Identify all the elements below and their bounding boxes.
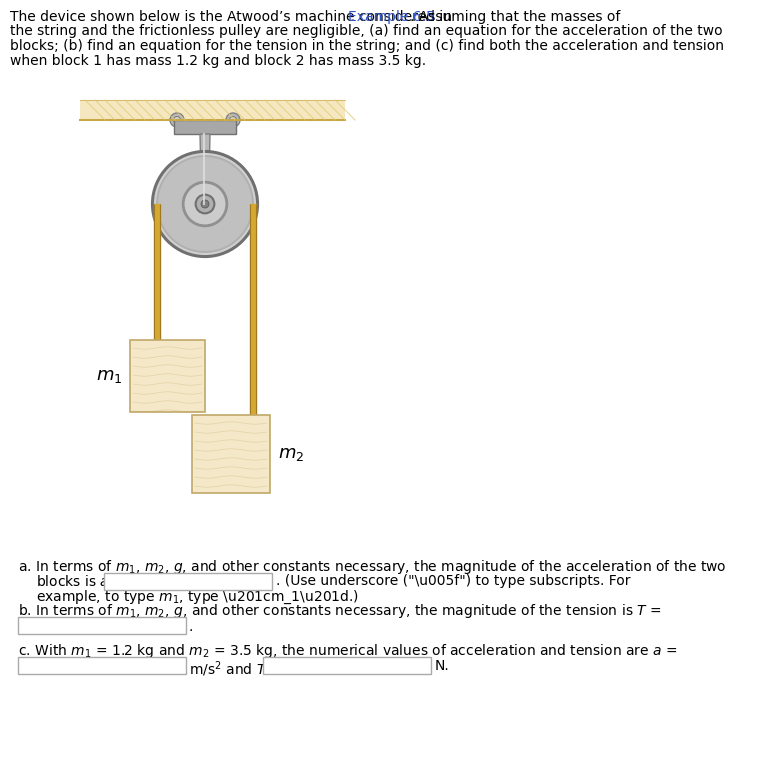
Text: example, to type $m_1$, type \u201cm_1\u201d.): example, to type $m_1$, type \u201cm_1\u… [36, 589, 359, 606]
Circle shape [196, 195, 215, 213]
Text: N.: N. [435, 659, 449, 674]
Text: $m_1$: $m_1$ [96, 367, 122, 385]
Text: blocks; (b) find an equation for the tension in the string; and (c) find both th: blocks; (b) find an equation for the ten… [10, 39, 724, 53]
Bar [263, 656, 431, 674]
Text: .: . [189, 620, 193, 634]
Polygon shape [200, 134, 210, 204]
Text: blocks is $a$ =: blocks is $a$ = [36, 574, 127, 588]
Bar [18, 656, 186, 674]
Text: . Assuming that the masses of: . Assuming that the masses of [410, 10, 620, 24]
Text: m/s$^2$ and $T$ =: m/s$^2$ and $T$ = [189, 659, 281, 679]
Bar [18, 617, 186, 634]
Circle shape [230, 117, 236, 124]
Text: Example 6.5: Example 6.5 [348, 10, 435, 24]
Circle shape [158, 157, 252, 251]
Bar [80, 100, 345, 120]
Bar [174, 120, 236, 134]
Circle shape [153, 152, 257, 256]
Text: c. With $m_1$ = 1.2 kg and $m_2$ = 3.5 kg, the numerical values of acceleration : c. With $m_1$ = 1.2 kg and $m_2$ = 3.5 k… [18, 642, 678, 660]
Circle shape [183, 182, 227, 226]
Text: b. In terms of $m_1$, $m_2$, $g$, and other constants necessary, the magnitude o: b. In terms of $m_1$, $m_2$, $g$, and ot… [18, 603, 662, 621]
Bar [192, 415, 270, 493]
Circle shape [226, 113, 240, 127]
Circle shape [174, 117, 180, 124]
Text: The device shown below is the Atwood’s machine considered in: The device shown below is the Atwood’s m… [10, 10, 456, 24]
Text: when block 1 has mass 1.2 kg and block 2 has mass 3.5 kg.: when block 1 has mass 1.2 kg and block 2… [10, 54, 426, 67]
Bar [130, 340, 205, 412]
Text: . (Use underscore ("\u005f") to type subscripts. For: . (Use underscore ("\u005f") to type sub… [276, 574, 631, 587]
Text: a. In terms of $m_1$, $m_2$, $g$, and other constants necessary, the magnitude o: a. In terms of $m_1$, $m_2$, $g$, and ot… [18, 558, 727, 576]
Circle shape [170, 113, 184, 127]
Bar [104, 572, 272, 590]
Circle shape [201, 200, 209, 208]
Text: the string and the frictionless pulley are negligible, (a) find an equation for : the string and the frictionless pulley a… [10, 24, 722, 39]
Text: $m_2$: $m_2$ [278, 445, 304, 463]
